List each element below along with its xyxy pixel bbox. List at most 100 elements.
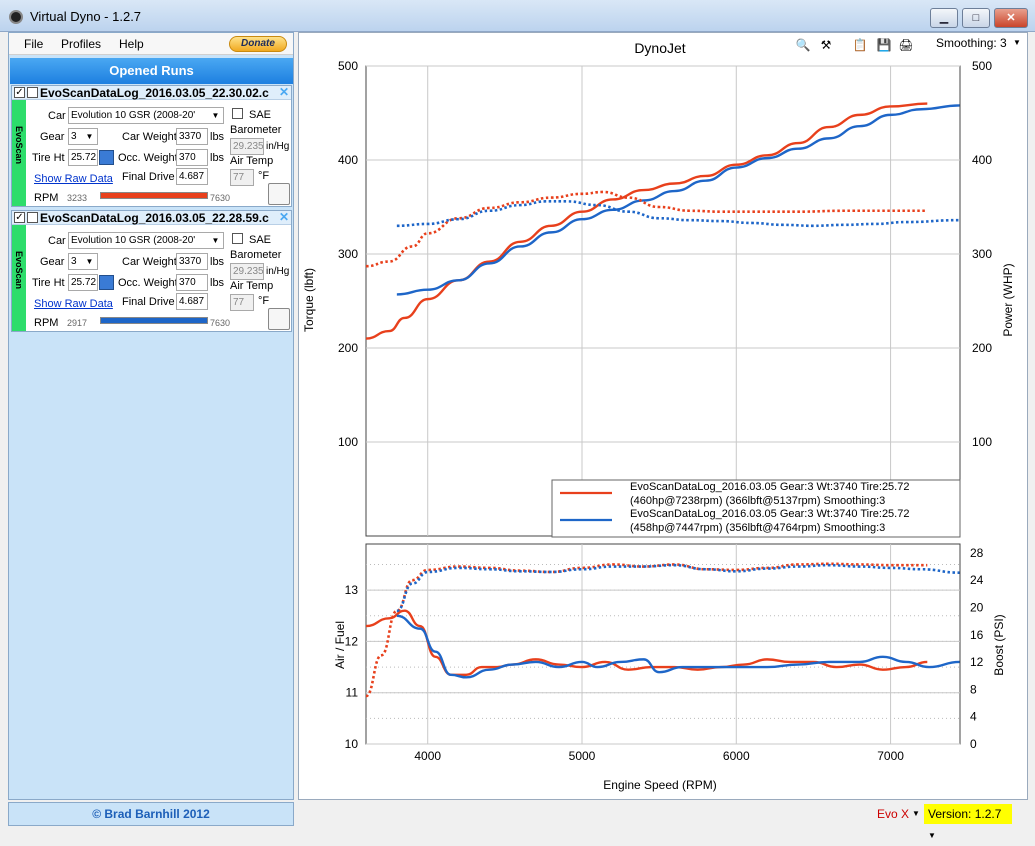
gear-select[interactable]: 3 ▼ [68, 128, 98, 145]
chart-icon[interactable] [268, 308, 290, 330]
inhg-unit: in/Hg [266, 141, 290, 152]
car-select[interactable]: Evolution 10 GSR (2008-20' ▼ [68, 232, 224, 249]
chart-panel [298, 32, 1028, 800]
air-temp-label: Air Temp [230, 280, 274, 292]
rpm-label: RPM [34, 317, 59, 329]
maximize-button[interactable]: □ [962, 8, 990, 28]
menu-help[interactable]: Help [119, 37, 144, 51]
rpm-max: 7630 [210, 318, 231, 328]
copy-icon[interactable]: 📋 [852, 38, 868, 52]
tire-input[interactable]: 25.72 [68, 274, 98, 291]
show-raw-data-link[interactable]: Show Raw Data [34, 173, 113, 185]
source-label: EvoScan [14, 125, 24, 165]
lbs-unit: lbs [210, 131, 225, 143]
chevron-down-icon[interactable]: ▼ [912, 809, 920, 818]
lbs-unit: lbs [210, 277, 225, 289]
barometer-input[interactable]: 29.235 [230, 138, 264, 155]
occ-weight-label: Occ. Weight [118, 152, 178, 164]
car-select[interactable]: Evolution 10 GSR (2008-20' ▼ [68, 107, 224, 124]
source-label: EvoScan [14, 250, 24, 290]
fahrenheit-unit: °F [258, 295, 270, 307]
remove-run-icon[interactable]: ✕ [278, 85, 290, 99]
sae-checkbox[interactable] [232, 233, 243, 244]
car-weight-label: Car Weight [122, 256, 177, 268]
occ-weight-input[interactable]: 370 [176, 149, 208, 166]
chevron-down-icon[interactable]: ▼ [1013, 38, 1021, 47]
rpm-min: 2917 [67, 318, 88, 328]
barometer-label: Barometer [230, 124, 282, 136]
tools-icon[interactable]: ⚒ [820, 38, 832, 52]
car-weight-input[interactable]: 3370 [176, 253, 208, 270]
sae-label: SAE [249, 234, 272, 246]
lbs-unit: lbs [210, 152, 225, 164]
model-select[interactable]: Evo X [877, 807, 910, 821]
gear-label: Gear [40, 256, 65, 268]
tire-label: Tire Ht [32, 152, 65, 164]
run-visible-checkbox[interactable]: ✓ [14, 212, 25, 223]
source-strip: EvoScan [12, 100, 26, 206]
tire-input[interactable]: 25.72 [68, 149, 98, 166]
title-bar: Virtual Dyno - 1.2.7 ▁ □ ✕ [0, 0, 1035, 32]
minimize-button[interactable]: ▁ [930, 8, 958, 28]
chart-icon[interactable] [268, 183, 290, 205]
print-icon[interactable]: 🖨 [898, 38, 914, 52]
car-label: Car [48, 110, 66, 122]
fahrenheit-unit: °F [258, 170, 270, 182]
inhg-unit: in/Hg [266, 266, 290, 277]
smoothing-select[interactable]: Smoothing: 3 [936, 36, 1007, 50]
close-button[interactable]: ✕ [994, 8, 1028, 28]
rpm-range-slider[interactable] [100, 317, 208, 324]
tire-label: Tire Ht [32, 277, 65, 289]
sae-label: SAE [249, 109, 272, 121]
run-name: EvoScanDataLog_2016.03.05_22.28.59.c [40, 211, 269, 225]
car-weight-label: Car Weight [122, 131, 177, 143]
final-drive-label: Final Drive [122, 296, 175, 308]
status-bar [298, 802, 1028, 826]
rpm-range-slider[interactable] [100, 192, 208, 199]
run-header: ✓ EvoScanDataLog_2016.03.05_22.30.02.c ✕ [12, 86, 291, 100]
sae-checkbox[interactable] [232, 108, 243, 119]
occ-weight-label: Occ. Weight [118, 277, 178, 289]
gear-label: Gear [40, 131, 65, 143]
final-drive-label: Final Drive [122, 171, 175, 183]
run-card: ✓ EvoScanDataLog_2016.03.05_22.30.02.c ✕… [11, 85, 292, 207]
sidebar: File Profiles Help Donate Opened Runs ✓ … [8, 32, 294, 800]
remove-run-icon[interactable]: ✕ [278, 210, 290, 224]
barometer-label: Barometer [230, 249, 282, 261]
donate-button[interactable]: Donate [229, 36, 287, 52]
app-icon [9, 10, 23, 24]
car-weight-input[interactable]: 3370 [176, 128, 208, 145]
final-drive-input[interactable]: 4.687 [176, 293, 208, 310]
show-raw-data-link[interactable]: Show Raw Data [34, 298, 113, 310]
run-name: EvoScanDataLog_2016.03.05_22.30.02.c [40, 86, 269, 100]
window-title: Virtual Dyno - 1.2.7 [30, 9, 142, 24]
final-drive-input[interactable]: 4.687 [176, 168, 208, 185]
air-temp-label: Air Temp [230, 155, 274, 167]
menu-profiles[interactable]: Profiles [61, 37, 102, 51]
car-label: Car [48, 235, 66, 247]
version-select[interactable]: Version: 1.2.7 ▼ [924, 804, 1012, 840]
copyright-footer: © Brad Barnhill 2012 [8, 802, 294, 826]
air-temp-input[interactable]: 77 [230, 294, 254, 311]
occ-weight-input[interactable]: 370 [176, 274, 208, 291]
air-temp-input[interactable]: 77 [230, 169, 254, 186]
opened-runs-header: Opened Runs [10, 58, 293, 84]
calculator-icon[interactable] [99, 275, 114, 290]
lbs-unit: lbs [210, 256, 225, 268]
run-header: ✓ EvoScanDataLog_2016.03.05_22.28.59.c ✕ [12, 211, 291, 225]
save-icon[interactable]: 💾 [876, 38, 892, 52]
barometer-input[interactable]: 29.235 [230, 263, 264, 280]
run-collapse-icon[interactable] [27, 212, 38, 223]
calculator-icon[interactable] [99, 150, 114, 165]
run-collapse-icon[interactable] [27, 87, 38, 98]
menu-file[interactable]: File [24, 37, 44, 51]
rpm-label: RPM [34, 192, 59, 204]
zoom-icon[interactable]: 🔍 [795, 38, 811, 52]
rpm-min: 3233 [67, 193, 88, 203]
rpm-max: 7630 [210, 193, 231, 203]
source-strip: EvoScan [12, 225, 26, 331]
menu-bar: File Profiles Help Donate [9, 33, 293, 55]
run-visible-checkbox[interactable]: ✓ [14, 87, 25, 98]
gear-select[interactable]: 3 ▼ [68, 253, 98, 270]
run-card: ✓ EvoScanDataLog_2016.03.05_22.28.59.c ✕… [11, 210, 292, 332]
